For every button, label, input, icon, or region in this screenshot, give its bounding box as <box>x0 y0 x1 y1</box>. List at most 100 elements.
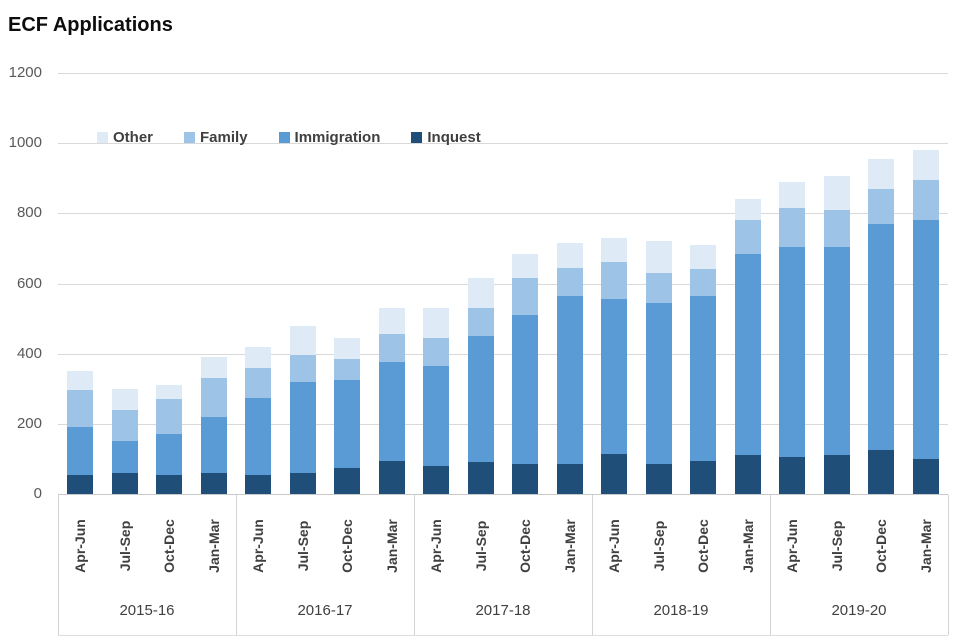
group-divider <box>236 495 237 635</box>
y-tick-label: 1200 <box>8 64 42 81</box>
bar-segment-immigration <box>556 295 583 465</box>
bar-segment-other <box>111 388 138 410</box>
bar-segment-immigration <box>512 315 539 465</box>
x-tick-label: Apr-Jun <box>72 519 89 573</box>
bar-segment-family <box>645 272 672 303</box>
bar-segment-inquest <box>67 474 94 494</box>
bar-segment-inquest <box>823 455 850 494</box>
x-tick-label: Jan-Mar <box>739 519 756 573</box>
bar-segment-inquest <box>690 460 717 494</box>
bar <box>289 325 316 494</box>
y-tick-label: 400 <box>16 344 42 362</box>
bar-segment-immigration <box>779 246 806 458</box>
bar-segment-inquest <box>601 453 628 494</box>
bar-segment-inquest <box>200 472 227 494</box>
bar-segment-inquest <box>378 460 405 494</box>
bar-segment-other <box>556 243 583 268</box>
bar-segment-immigration <box>823 246 850 456</box>
bar <box>378 308 405 494</box>
bar-segment-family <box>378 334 405 363</box>
bar <box>111 388 138 494</box>
bar-segment-family <box>868 188 895 224</box>
bar-segment-immigration <box>378 362 405 461</box>
group-divider <box>948 495 949 635</box>
x-tick-label: Apr-Jun <box>606 519 623 573</box>
bar-segment-inquest <box>556 464 583 494</box>
bar-segment-family <box>289 355 316 382</box>
x-tick-label: Jan-Mar <box>383 519 400 573</box>
bar-segment-other <box>156 385 183 400</box>
bar-segment-immigration <box>601 299 628 454</box>
legend-swatch-other <box>97 132 108 143</box>
bar <box>645 241 672 494</box>
bar-segment-family <box>823 209 850 247</box>
bar-segment-inquest <box>912 458 939 494</box>
bar <box>156 385 183 494</box>
x-tick-label: Oct-Dec <box>339 519 356 573</box>
x-tick-label: Jan-Mar <box>561 519 578 573</box>
chart-title: ECF Applications <box>8 14 173 36</box>
bar-segment-other <box>67 371 94 391</box>
x-tick-label: Apr-Jun <box>784 519 801 573</box>
bar <box>67 371 94 494</box>
year-label: 2018-19 <box>653 602 709 619</box>
bar-segment-family <box>734 220 761 254</box>
legend-label: Immigration <box>294 129 381 146</box>
bar-segment-family <box>912 179 939 221</box>
bar-segment-inquest <box>245 474 272 494</box>
bar-segment-immigration <box>111 441 138 473</box>
legend-item: Other <box>97 130 153 145</box>
x-tick-label: Jan-Mar <box>205 519 222 573</box>
bar-segment-immigration <box>200 416 227 473</box>
y-tick-label: 0 <box>33 485 42 502</box>
bar-segment-immigration <box>423 365 450 466</box>
legend-swatch-family <box>184 132 196 143</box>
bar <box>779 181 806 494</box>
bar-segment-immigration <box>912 220 939 459</box>
bar-segment-immigration <box>289 381 316 473</box>
x-tick-label: Jul-Sep <box>116 520 133 572</box>
y-tick-label: 600 <box>16 274 42 292</box>
bar <box>734 199 761 494</box>
year-label: 2015-16 <box>119 602 175 619</box>
bar-segment-other <box>512 253 539 279</box>
x-tick-label: Jan-Mar <box>917 519 934 573</box>
bar-segment-family <box>423 337 450 366</box>
gridline <box>58 213 948 215</box>
bar-segment-family <box>779 208 806 247</box>
bar <box>912 150 939 494</box>
legend-swatch-immigration <box>278 132 290 143</box>
legend-label: Inquest <box>427 129 481 146</box>
bar-segment-family <box>512 278 539 316</box>
bar-segment-immigration <box>868 223 895 451</box>
bar-segment-other <box>779 181 806 209</box>
gridline <box>58 283 948 285</box>
legend-swatch-inquest <box>411 132 423 143</box>
legend-item: Inquest <box>411 129 481 146</box>
bar-segment-inquest <box>868 450 895 494</box>
bar-segment-immigration <box>734 253 761 456</box>
bar-segment-immigration <box>690 295 717 461</box>
x-tick-label: Oct-Dec <box>695 519 712 573</box>
bar <box>245 346 272 494</box>
bar-segment-family <box>111 409 138 442</box>
gridline <box>58 494 948 495</box>
bar-segment-other <box>245 346 272 368</box>
x-tick-label: Jul-Sep <box>650 520 667 572</box>
bar-segment-other <box>467 278 494 309</box>
x-tick-label: Jul-Sep <box>294 520 311 572</box>
x-tick-label: Apr-Jun <box>428 519 445 573</box>
x-tick-label: Oct-Dec <box>873 519 890 573</box>
bar-segment-other <box>823 176 850 210</box>
bar-segment-immigration <box>67 427 94 475</box>
x-tick-label: Oct-Dec <box>517 519 534 573</box>
group-divider <box>592 495 593 635</box>
legend-item: Family <box>184 130 248 145</box>
y-tick-label: 200 <box>16 414 42 432</box>
bar-segment-inquest <box>467 462 494 494</box>
bar-segment-immigration <box>334 379 361 468</box>
bar-segment-family <box>334 358 361 380</box>
bar-segment-other <box>868 158 895 189</box>
bar-segment-other <box>200 357 227 379</box>
